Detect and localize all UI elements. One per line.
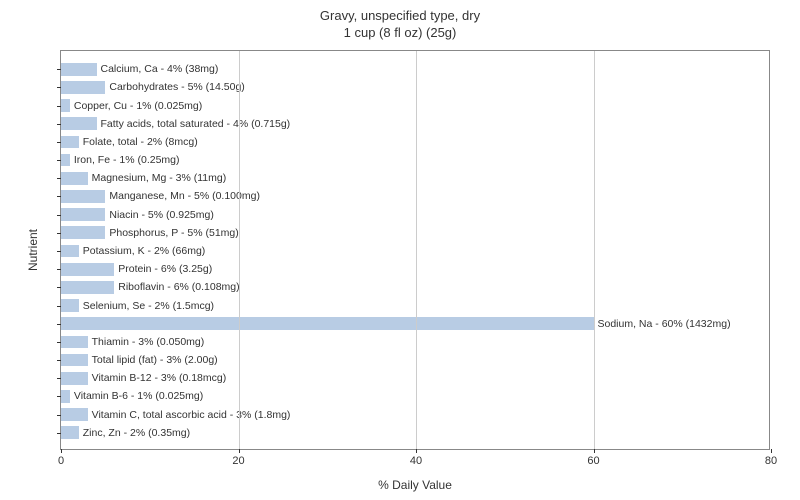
nutrient-label: Niacin - 5% (0.925mg) [109,209,213,221]
nutrient-label: Thiamin - 3% (0.050mg) [92,336,205,348]
nutrient-bar [61,172,88,185]
bar-row: Carbohydrates - 5% (14.50g) [61,78,769,96]
nutrient-bar [61,226,105,239]
nutrient-label: Riboflavin - 6% (0.108mg) [118,281,239,293]
x-tick-label: 80 [765,455,777,467]
title-line-2: 1 cup (8 fl oz) (25g) [344,25,457,40]
nutrient-label: Calcium, Ca - 4% (38mg) [101,63,219,75]
nutrient-label: Manganese, Mn - 5% (0.100mg) [109,190,260,202]
x-tick-mark [771,449,772,453]
bar-row: Selenium, Se - 2% (1.5mcg) [61,296,769,314]
nutrient-bar [61,317,594,330]
nutrient-bar [61,136,79,149]
x-tick-mark [61,449,62,453]
x-tick-mark [594,449,595,453]
nutrient-bar [61,336,88,349]
nutrient-label: Magnesium, Mg - 3% (11mg) [92,172,227,184]
x-axis-label: % Daily Value [60,478,770,492]
nutrient-bar [61,208,105,221]
bar-row: Manganese, Mn - 5% (0.100mg) [61,187,769,205]
nutrient-label: Copper, Cu - 1% (0.025mg) [74,100,202,112]
bar-row: Niacin - 5% (0.925mg) [61,206,769,224]
bar-row: Iron, Fe - 1% (0.25mg) [61,151,769,169]
gridline [239,51,240,449]
bar-row: Calcium, Ca - 4% (38mg) [61,60,769,78]
x-tick-mark [416,449,417,453]
nutrient-bar [61,263,114,276]
x-tick-label: 40 [410,455,422,467]
nutrient-label: Sodium, Na - 60% (1432mg) [598,318,731,330]
gridline [594,51,595,449]
bar-row: Total lipid (fat) - 3% (2.00g) [61,351,769,369]
nutrient-bar [61,281,114,294]
nutrient-bar [61,190,105,203]
bar-row: Copper, Cu - 1% (0.025mg) [61,96,769,114]
nutrient-label: Carbohydrates - 5% (14.50g) [109,81,244,93]
nutrient-bar [61,63,97,76]
nutrient-label: Iron, Fe - 1% (0.25mg) [74,154,180,166]
nutrient-bar [61,117,97,130]
bar-row: Vitamin B-12 - 3% (0.18mcg) [61,369,769,387]
title-line-1: Gravy, unspecified type, dry [320,8,480,23]
nutrient-bar [61,372,88,385]
nutrient-label: Selenium, Se - 2% (1.5mcg) [83,300,214,312]
nutrient-chart: Gravy, unspecified type, dry 1 cup (8 fl… [0,0,800,500]
nutrient-bar [61,154,70,167]
bar-row: Phosphorus, P - 5% (51mg) [61,224,769,242]
nutrient-bar [61,408,88,421]
nutrient-label: Folate, total - 2% (8mcg) [83,136,198,148]
nutrient-bar [61,390,70,403]
y-axis-label: Nutrient [26,229,40,271]
nutrient-bar [61,354,88,367]
chart-title: Gravy, unspecified type, dry 1 cup (8 fl… [0,0,800,42]
bar-row: Riboflavin - 6% (0.108mg) [61,278,769,296]
bar-row: Folate, total - 2% (8mcg) [61,133,769,151]
bar-row: Magnesium, Mg - 3% (11mg) [61,169,769,187]
nutrient-label: Protein - 6% (3.25g) [118,263,212,275]
nutrient-bar [61,99,70,112]
nutrient-label: Vitamin C, total ascorbic acid - 3% (1.8… [92,409,291,421]
nutrient-label: Vitamin B-12 - 3% (0.18mcg) [92,372,227,384]
bar-row: Fatty acids, total saturated - 4% (0.715… [61,115,769,133]
bar-row: Thiamin - 3% (0.050mg) [61,333,769,351]
x-tick-label: 0 [58,455,64,467]
bar-row: Zinc, Zn - 2% (0.35mg) [61,424,769,442]
nutrient-label: Potassium, K - 2% (66mg) [83,245,206,257]
nutrient-bar [61,426,79,439]
bar-row: Vitamin C, total ascorbic acid - 3% (1.8… [61,406,769,424]
bar-row: Protein - 6% (3.25g) [61,260,769,278]
nutrient-label: Phosphorus, P - 5% (51mg) [109,227,238,239]
nutrient-label: Zinc, Zn - 2% (0.35mg) [83,427,190,439]
nutrient-label: Vitamin B-6 - 1% (0.025mg) [74,390,203,402]
nutrient-label: Total lipid (fat) - 3% (2.00g) [92,354,218,366]
bars-container: Calcium, Ca - 4% (38mg) Carbohydrates - 5… [61,51,769,449]
nutrient-bar [61,299,79,312]
nutrient-bar [61,245,79,258]
x-tick-label: 20 [232,455,244,467]
nutrient-label: Fatty acids, total saturated - 4% (0.715… [101,118,291,130]
nutrient-bar [61,81,105,94]
gridline [416,51,417,449]
bar-row: Potassium, K - 2% (66mg) [61,242,769,260]
plot-area: Calcium, Ca - 4% (38mg) Carbohydrates - 5… [60,50,770,450]
x-tick-label: 60 [587,455,599,467]
bar-row: Vitamin B-6 - 1% (0.025mg) [61,387,769,405]
bar-row: Sodium, Na - 60% (1432mg) [61,315,769,333]
x-tick-mark [239,449,240,453]
